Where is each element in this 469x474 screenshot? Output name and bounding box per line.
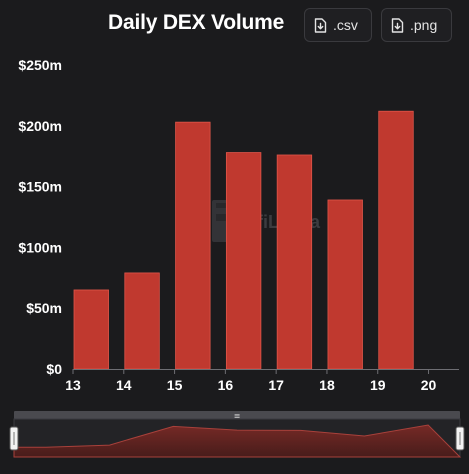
brush-drag-bar[interactable]	[14, 411, 460, 419]
y-tick-label: $100m	[18, 239, 62, 255]
x-tick-label: 19	[370, 377, 386, 393]
download-csv-button[interactable]: .csv	[304, 8, 372, 42]
file-download-icon	[391, 17, 404, 33]
brush-grip-icon: ≡	[234, 412, 241, 421]
brush-area	[13, 424, 462, 458]
download-png-label: .png	[410, 17, 438, 33]
x-tick-label: 15	[167, 377, 183, 393]
bar[interactable]	[378, 110, 414, 370]
bar[interactable]	[327, 199, 363, 370]
x-tick-label: 18	[319, 377, 335, 393]
x-tick-label: 16	[218, 377, 234, 393]
x-tick-label: 13	[65, 377, 81, 393]
x-tick-label: 17	[268, 377, 284, 393]
y-tick-label: $150m	[18, 179, 62, 195]
download-csv-label: .csv	[333, 17, 358, 33]
y-tick-label: $250m	[18, 57, 62, 73]
x-tick-label: 20	[421, 377, 437, 393]
bar[interactable]	[225, 152, 262, 370]
x-tick-label: 14	[116, 377, 132, 393]
bar[interactable]	[276, 154, 313, 370]
y-tick-label: $0	[46, 361, 62, 377]
bar[interactable]	[73, 289, 109, 370]
download-png-button[interactable]: .png	[381, 8, 452, 42]
file-download-icon	[314, 17, 327, 33]
llama-logo-icon	[212, 200, 230, 242]
bar[interactable]	[124, 272, 160, 370]
y-tick-label: $200m	[18, 118, 62, 134]
y-tick-label: $50m	[26, 300, 62, 316]
bar[interactable]	[175, 121, 211, 370]
chart-title: Daily DEX Volume	[108, 11, 285, 34]
